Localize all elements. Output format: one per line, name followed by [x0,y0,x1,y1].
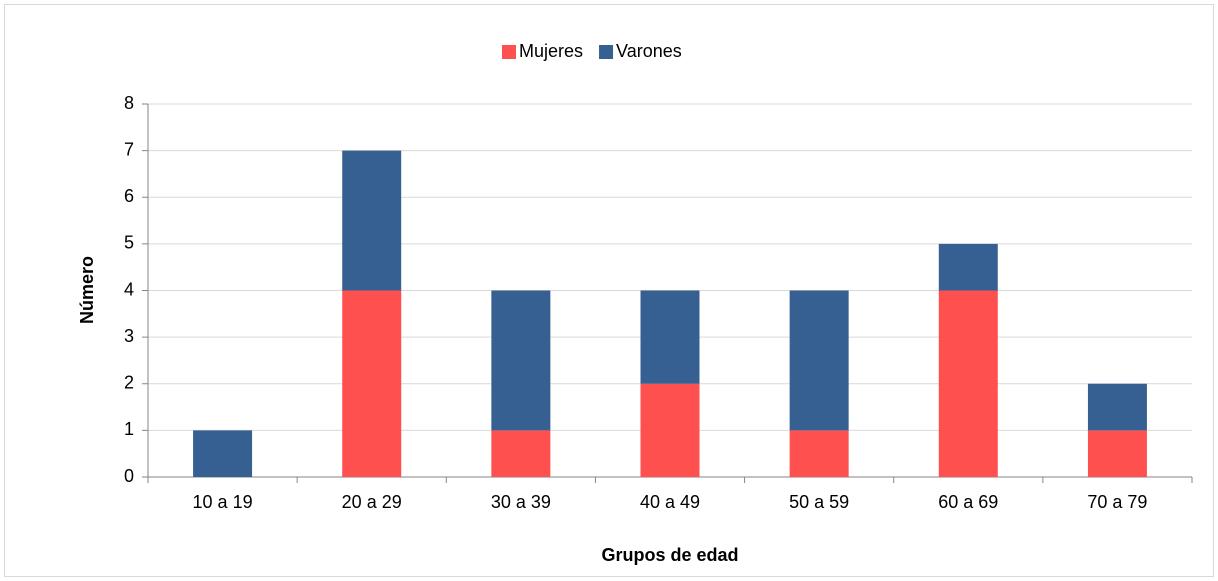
y-tick-label: 3 [124,326,134,346]
x-tick-label: 10 a 19 [193,492,253,512]
y-tick-label: 1 [124,419,134,439]
bar-segment [1087,383,1147,431]
y-tick-label: 6 [124,186,134,206]
legend-label: Mujeres [519,41,583,61]
bar-segment [1087,430,1147,477]
bar-segment [938,290,998,477]
bar-segment [342,150,402,291]
legend-swatch [599,45,614,59]
x-tick-label: 30 a 39 [491,492,551,512]
y-tick-label: 2 [124,373,134,393]
y-tick-label: 4 [124,279,134,299]
bar-segment [789,430,849,477]
bar-segment [491,430,551,477]
x-tick-label: 40 a 49 [640,492,700,512]
x-axis-label: Grupos de edad [601,545,738,565]
bar-segment [491,290,551,431]
x-tick-label: 60 a 69 [938,492,998,512]
bar-segment [789,290,849,431]
bar-segment [640,290,700,384]
x-tick-label: 50 a 59 [789,492,849,512]
bar-segment [938,243,998,291]
legend-swatch [502,45,516,59]
y-tick-label: 5 [124,233,134,253]
bar-segment [640,383,700,477]
y-axis-label: Número [77,256,97,324]
x-tick-label: 20 a 29 [342,492,402,512]
y-tick-label: 0 [124,466,134,486]
legend-label: Varones [616,41,682,61]
x-tick-label: 70 a 79 [1087,492,1147,512]
bar-segment [193,430,253,477]
bar-segment [342,290,402,477]
y-tick-label: 7 [124,139,134,159]
y-tick-label: 8 [124,93,134,113]
